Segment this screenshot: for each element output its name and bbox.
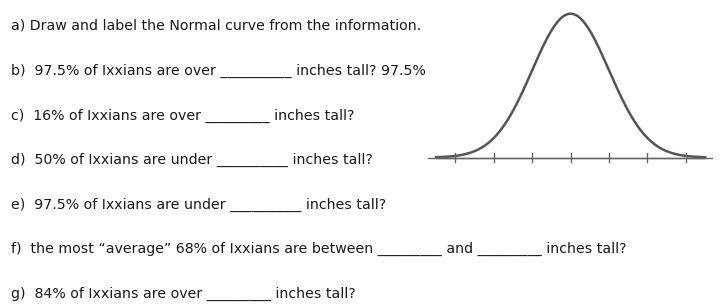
Text: a) Draw and label the Normal curve from the information.: a) Draw and label the Normal curve from … — [11, 18, 421, 32]
Text: b)  97.5% of Ixxians are over __________ inches tall? 97.5%: b) 97.5% of Ixxians are over __________ … — [11, 64, 426, 78]
Text: d)  50% of Ixxians are under __________ inches tall?: d) 50% of Ixxians are under __________ i… — [11, 153, 373, 167]
Text: c)  16% of Ixxians are over _________ inches tall?: c) 16% of Ixxians are over _________ inc… — [11, 109, 354, 123]
Text: g)  84% of Ixxians are over _________ inches tall?: g) 84% of Ixxians are over _________ inc… — [11, 287, 356, 301]
Text: e)  97.5% of Ixxians are under __________ inches tall?: e) 97.5% of Ixxians are under __________… — [11, 198, 386, 212]
Text: f)  the most “average” 68% of Ixxians are between _________ and _________ inches: f) the most “average” 68% of Ixxians are… — [11, 242, 626, 256]
